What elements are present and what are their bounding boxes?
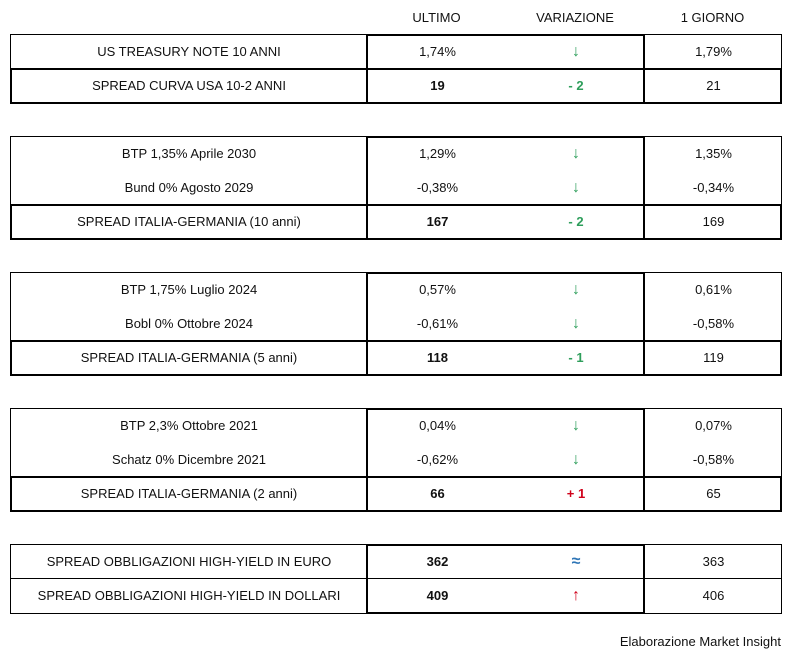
ultimo-value: 0,57% <box>419 282 456 297</box>
variazione-value: ↓ <box>572 281 580 298</box>
table-row: Bobl 0% Ottobre 2024 -0,61% ↓ -0,58% <box>11 307 781 341</box>
table-row: BTP 1,35% Aprile 2030 1,29% ↓ 1,35% <box>11 137 781 171</box>
table-row: SPREAD OBBLIGAZIONI HIGH-YIELD IN DOLLAR… <box>11 579 781 613</box>
variazione-value: ↑ <box>572 587 580 604</box>
header-1-giorno: 1 GIORNO <box>680 10 745 25</box>
spread-row: SPREAD CURVA USA 10-2 ANNI 19 - 2 21 <box>11 69 781 103</box>
spread-row: SPREAD ITALIA-GERMANIA (2 anni) 66 + 1 65 <box>11 477 781 511</box>
ultimo-value: 1,29% <box>419 146 456 161</box>
table-block: BTP 2,3% Ottobre 2021 0,04% ↓ 0,07% Schatz 0… <box>10 408 782 512</box>
variazione-value: ↓ <box>572 179 580 196</box>
spread-row: SPREAD ITALIA-GERMANIA (5 anni) 118 - 1 119 <box>11 341 781 375</box>
row-label: SPREAD ITALIA-GERMANIA (2 anni) <box>80 486 298 501</box>
row-label: BTP 2,3% Ottobre 2021 <box>120 418 258 433</box>
table-block: SPREAD OBBLIGAZIONI HIGH-YIELD IN EURO 36… <box>10 544 782 614</box>
table-block: US TREASURY NOTE 10 ANNI 1,74% ↓ 1,79% SPREA… <box>10 34 782 104</box>
variazione-value: + 1 <box>566 486 586 501</box>
spread-row: SPREAD ITALIA-GERMANIA (10 anni) 167 - 2 16… <box>11 205 781 239</box>
table-block: BTP 1,35% Aprile 2030 1,29% ↓ 1,35% Bund 0% … <box>10 136 782 240</box>
ultimo-value: 0,04% <box>419 418 456 433</box>
row-label: SPREAD CURVA USA 10-2 ANNI <box>92 78 286 93</box>
row-label: BTP 1,75% Luglio 2024 <box>120 282 258 297</box>
one-day-value: 0,61% <box>695 282 732 297</box>
ultimo-value: -0,61% <box>416 316 459 331</box>
table-block: BTP 1,75% Luglio 2024 0,57% ↓ 0,61% Bobl 0% … <box>10 272 782 376</box>
variazione-value: ↓ <box>572 145 580 162</box>
ultimo-value: 19 <box>430 78 445 93</box>
row-label: SPREAD ITALIA-GERMANIA (10 anni) <box>77 214 301 229</box>
header-variazione: VARIAZIONE <box>536 10 614 25</box>
one-day-value: -0,34% <box>692 180 735 195</box>
one-day-value: 21 <box>706 78 721 93</box>
one-day-value: -0,58% <box>692 452 735 467</box>
row-label: SPREAD OBBLIGAZIONI HIGH-YIELD IN EURO <box>46 554 332 569</box>
source-note: Elaborazione Market Insight <box>619 634 781 649</box>
ultimo-value: 118 <box>427 350 448 365</box>
one-day-value: 363 <box>702 554 725 569</box>
table-row: US TREASURY NOTE 10 ANNI 1,74% ↓ 1,79% <box>11 35 781 69</box>
table-row: BTP 1,75% Luglio 2024 0,57% ↓ 0,61% <box>11 273 781 307</box>
variazione-value: - 1 <box>568 350 584 365</box>
one-day-value: 406 <box>702 588 725 603</box>
ultimo-value: 1,74% <box>419 44 456 59</box>
table-row: Schatz 0% Dicembre 2021 -0,62% ↓ -0,58% <box>11 443 781 477</box>
ultimo-value: -0,38% <box>416 180 459 195</box>
one-day-value: 65 <box>706 486 721 501</box>
row-label: SPREAD ITALIA-GERMANIA (5 anni) <box>80 350 298 365</box>
one-day-value: 1,35% <box>695 146 732 161</box>
one-day-value: 0,07% <box>695 418 732 433</box>
ultimo-value: -0,62% <box>416 452 459 467</box>
ultimo-value: 362 <box>426 554 449 569</box>
row-label: Bund 0% Agosto 2029 <box>124 180 254 195</box>
row-label: Schatz 0% Dicembre 2021 <box>112 452 266 467</box>
header-ultimo: ULTIMO <box>412 10 461 25</box>
variazione-value: ↓ <box>572 417 580 434</box>
ultimo-value: 167 <box>426 214 449 229</box>
row-label: Bobl 0% Ottobre 2024 <box>125 316 253 331</box>
table-row: SPREAD OBBLIGAZIONI HIGH-YIELD IN EURO 36… <box>11 545 781 579</box>
row-label: SPREAD OBBLIGAZIONI HIGH-YIELD IN DOLLAR… <box>37 588 341 603</box>
variazione-value: ↓ <box>572 315 580 332</box>
row-label: US TREASURY NOTE 10 ANNI <box>97 44 281 59</box>
variazione-value: - 2 <box>568 78 584 93</box>
variazione-value: ↓ <box>572 43 580 60</box>
variazione-value: - 2 <box>568 214 584 229</box>
ultimo-value: 66 <box>430 486 445 501</box>
variazione-value: ↓ <box>572 451 580 468</box>
table-row: BTP 2,3% Ottobre 2021 0,04% ↓ 0,07% <box>11 409 781 443</box>
one-day-value: 1,79% <box>695 44 732 59</box>
one-day-value: 169 <box>702 214 725 229</box>
variazione-value: ≈ <box>571 553 581 570</box>
one-day-value: 119 <box>703 350 724 365</box>
one-day-value: -0,58% <box>692 316 735 331</box>
table-row: Bund 0% Agosto 2029 -0,38% ↓ -0,34% <box>11 171 781 205</box>
row-label: BTP 1,35% Aprile 2030 <box>121 146 257 161</box>
ultimo-value: 409 <box>426 588 449 603</box>
